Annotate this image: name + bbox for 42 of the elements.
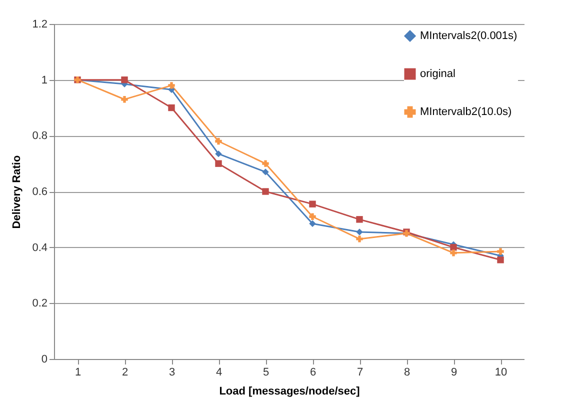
x-tick-label: 6 — [310, 366, 316, 378]
point — [168, 82, 175, 89]
y-tick-label: 0 — [41, 354, 48, 366]
x-tick-label: 8 — [404, 366, 410, 378]
x-tick-label: 1 — [74, 366, 82, 378]
point — [497, 256, 504, 264]
x-tick-label: 7 — [356, 366, 364, 378]
point — [262, 188, 269, 195]
x-tick-label: 10 — [494, 366, 508, 378]
point — [262, 168, 269, 176]
y-tick-label: 0.2 — [32, 298, 48, 310]
point — [309, 200, 316, 208]
y-tick-label: 0.6 — [32, 186, 48, 198]
point — [356, 236, 363, 242]
point — [309, 213, 316, 220]
point — [309, 220, 316, 227]
legend-label: original — [420, 68, 456, 80]
point — [450, 244, 457, 251]
point — [121, 96, 128, 103]
x-axis-title: Load [messages/node/sec] — [219, 386, 360, 398]
x-tick-label: 4 — [216, 366, 222, 378]
point — [215, 160, 222, 167]
legend-label: MIntervalb2(10.0s) — [420, 106, 512, 118]
x-tick-label: 9 — [450, 366, 458, 378]
y-tick-label: 0.8 — [32, 130, 48, 142]
point — [497, 248, 504, 255]
x-tick-label: 5 — [262, 366, 270, 378]
x-tick-label: 3 — [168, 366, 176, 378]
point — [168, 104, 175, 112]
y-tick-label: 0.4 — [32, 242, 48, 254]
x-tick-label: 2 — [122, 366, 128, 378]
y-tick-label: 1.2 — [32, 18, 48, 30]
point — [215, 150, 222, 158]
point — [262, 160, 269, 167]
point — [121, 76, 128, 84]
y-tick-label: 1 — [41, 74, 48, 86]
legend-label: MIntervals2(0.001s) — [420, 30, 518, 42]
point — [215, 138, 222, 145]
point — [356, 216, 363, 223]
point — [356, 228, 363, 236]
y-axis-title: Delivery Ratio — [11, 155, 24, 229]
point — [450, 250, 457, 256]
